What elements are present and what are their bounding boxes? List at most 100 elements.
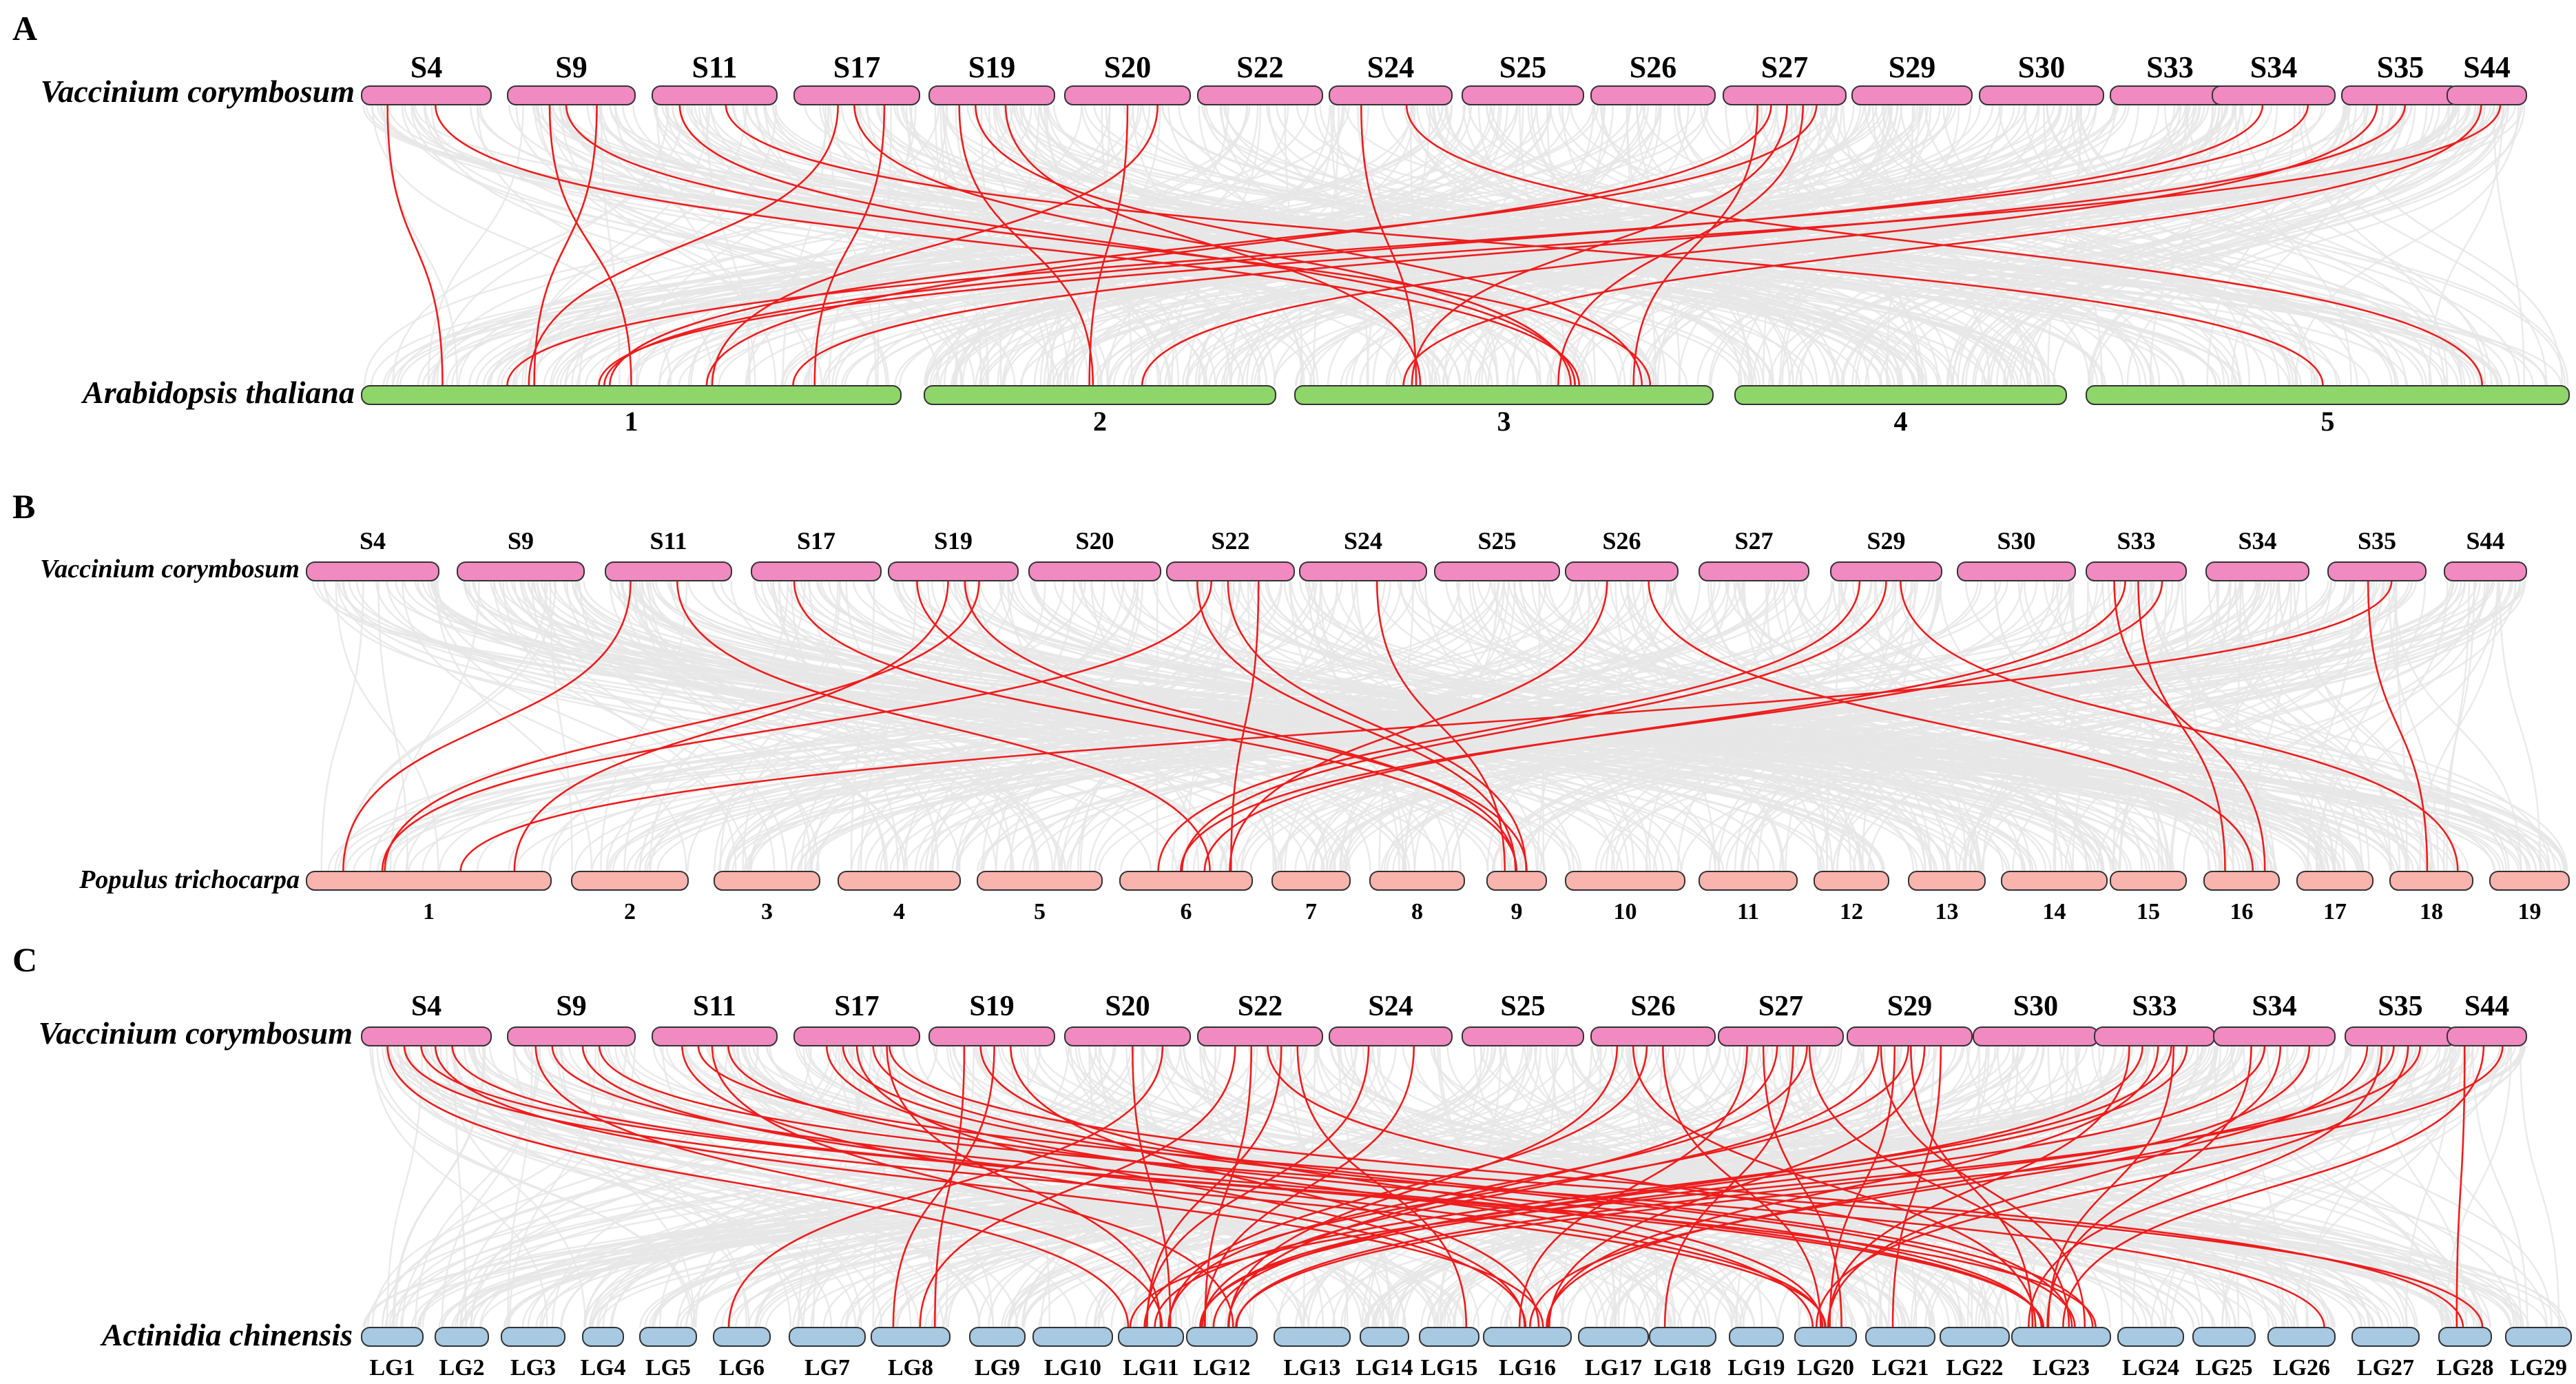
synteny-link-s9-lg20 [581,1045,1826,1328]
background-link [1519,580,1926,872]
bottom-chromosome-label: LG11 [1123,1355,1178,1381]
panel-c: S4 S9 S11 S17 S19 S20 S22 S24 S25 S26 S27 S29 S30 S33… [12,940,2572,1381]
top-chromosome-bar [1847,1026,1973,1046]
background-link [404,1045,1077,1328]
top-chromosome-bar [1723,85,1847,105]
synteny-link-s33-lg20 [1827,1045,2130,1328]
background-link [1696,104,2221,386]
synteny-link-s17-lg23 [872,1045,2094,1328]
synteny-link-s9-1 [533,104,598,386]
background-link [635,104,830,386]
synteny-link-s20-lg6 [727,1045,1164,1328]
bottom-chromosome-bar [977,871,1103,891]
bottom-chromosome-bar [501,1327,565,1347]
top-chromosomes: S4 S9 S11 S17 S19 S20 S22 S24 S25 S26 S27 S29 S30 S33… [306,527,2527,581]
bottom-chromosome-label: LG19 [1727,1355,1785,1381]
background-link [954,104,1040,386]
bottom-chromosome-bar [1578,1327,1649,1347]
bottom-chromosome-bar [2267,1327,2336,1347]
background-link [1249,580,2389,872]
background-link [507,1045,533,1328]
background-link [1026,1045,1051,1328]
synteny-link-s35-lg23 [2028,1045,2383,1328]
synteny-link-s24-lg11 [1145,1045,1370,1328]
panel-letter: B [12,487,35,526]
background-link [577,580,2105,872]
synteny-link-s35-1 [459,580,2393,872]
background-link [1524,1045,2005,1328]
background-link [1442,104,1690,386]
bottom-chromosome-bar [2192,1327,2256,1347]
background-link [828,104,913,386]
background-link [464,1045,2245,1328]
bottom-chromosome-label: 16 [2230,899,2254,925]
synteny-link-s22-lg11 [1146,1045,1282,1328]
top-chromosome-bar [1064,85,1191,105]
synteny-link-s26-16 [1648,580,2254,872]
background-link [2069,580,2227,872]
bottom-chromosome-bar [2117,1327,2184,1347]
bottom-chromosomes: 1 2 3 4 5 6 7 8 9 10 11 12 13 14 15 16 17 18 19 [306,871,2570,925]
top-chromosome-label: S22 [1238,991,1282,1022]
bottom-chromosome-bar [1734,385,2067,405]
top-chromosome-label: S33 [2146,50,2193,84]
top-chromosome-bar [361,1026,492,1046]
background-link [1969,580,2179,872]
synteny-link-s34-1 [603,104,2264,386]
top-chromosome-label: S44 [2464,991,2509,1022]
background-link [436,104,669,386]
top-chromosome-label: S29 [1889,50,1935,84]
synteny-link-s17-1 [813,104,886,386]
background-link [386,1045,424,1328]
synteny-link-s24-lg12 [1203,1045,1415,1328]
bottom-chromosome-bar [2438,1327,2492,1347]
top-chromosome-label: S29 [1887,991,1932,1022]
bottom-chromosome-label: 19 [2518,899,2542,925]
top-chromosome-bar [652,1026,778,1046]
background-link [2519,1045,2560,1328]
background-link [1974,104,2504,386]
bottom-chromosome-label: LG8 [888,1355,933,1381]
top-chromosome-bar [1329,1026,1453,1046]
background-link [1803,580,2431,872]
top-chromosome-label: S44 [2463,50,2510,84]
background-link [451,104,1453,386]
synteny-link-s33-16 [2113,580,2266,872]
top-chromosome-bar [306,561,439,581]
background-link [850,580,875,872]
background-link [875,580,1848,872]
background-link [1961,104,2486,386]
top-chromosome-label: S35 [2377,50,2424,84]
background-link [427,104,1884,386]
background-link [634,580,1773,872]
bottom-chromosome-label: LG4 [580,1355,625,1381]
background-link [1433,104,2201,386]
background-link [2056,580,2223,872]
bottom-chromosome-label: LG20 [1797,1355,1854,1381]
background-link [2234,104,2352,386]
background-link [1795,104,2348,386]
top-chromosome-label: S19 [968,50,1015,84]
background-link [1133,580,2103,872]
background-link [610,1045,1296,1328]
bottom-chromosome-bar [2389,871,2473,891]
background-link [1842,104,2451,386]
bottom-chromosome-bar [2110,871,2187,891]
top-chromosome-label: S33 [2117,527,2155,555]
top-chromosome-bar [1565,561,1679,581]
background-link [748,580,1721,872]
background-link [2047,1045,2123,1328]
background-link [1225,104,2007,386]
background-link [433,580,748,872]
top-chromosome-label: S20 [1104,50,1151,84]
top-species-name: Vaccinium corymbosum [39,1015,353,1051]
top-chromosome-bar [888,561,1019,581]
background-link [490,580,1760,872]
background-link [627,580,1061,872]
background-link [1032,580,2052,872]
bottom-species-name: Arabidopsis thaliana [81,375,355,410]
background-link [611,1045,1160,1328]
top-chromosome-bar [1957,561,2076,581]
bottom-chromosome-bar [789,1327,866,1347]
background-link [864,580,1745,872]
